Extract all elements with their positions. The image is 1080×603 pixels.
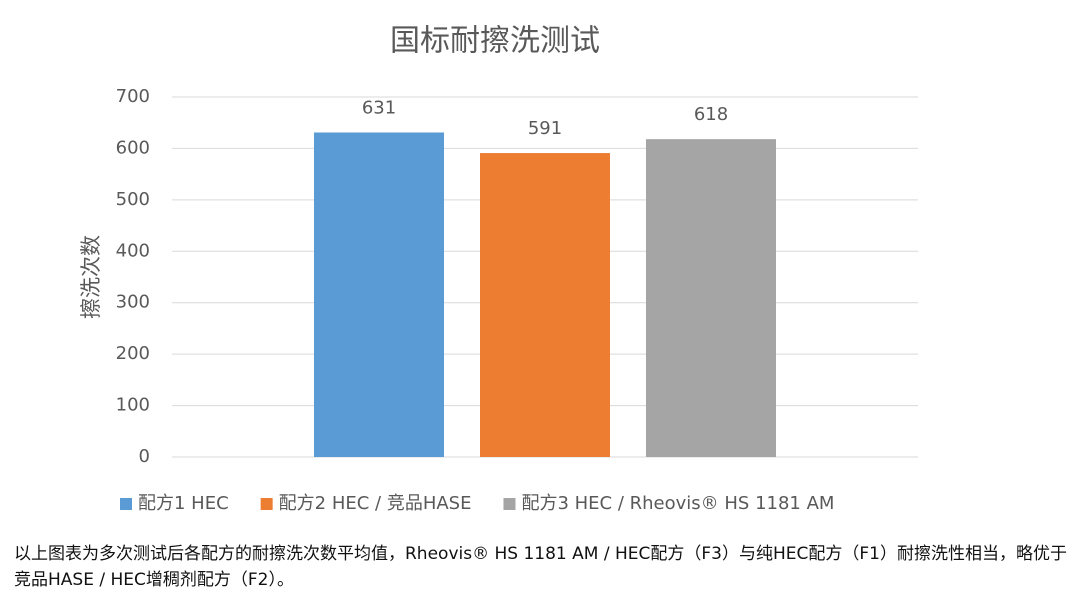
legend-swatch	[260, 498, 273, 510]
data-label: 631	[362, 97, 396, 118]
y-tick-label: 0	[139, 446, 150, 467]
data-label: 618	[694, 104, 728, 125]
y-tick-label: 400	[116, 240, 150, 261]
legend-label: 配方3 HEC / Rheovis® HS 1181 AM	[521, 493, 834, 514]
data-label: 591	[528, 118, 562, 139]
y-tick-label: 300	[116, 292, 150, 313]
y-tick-label: 600	[116, 137, 150, 158]
legend-label: 配方2 HEC / 竞品HASE	[279, 493, 472, 514]
y-axis-label: 擦洗次数	[79, 235, 103, 319]
bar	[314, 132, 444, 457]
chart-title: 国标耐擦洗测试	[390, 24, 600, 59]
bar	[480, 153, 610, 458]
legend-label: 配方1 HEC	[138, 493, 229, 514]
y-tick-label: 200	[116, 343, 150, 364]
y-tick-label: 700	[116, 86, 150, 107]
bar	[646, 139, 776, 457]
legend-swatch	[120, 498, 132, 510]
y-tick-label: 100	[116, 395, 150, 416]
caption: 以上图表为多次测试后各配方的耐擦洗次数平均值，Rheovis® HS 1181 …	[14, 544, 1067, 590]
y-tick-label: 500	[116, 189, 150, 210]
chart: 国标耐擦洗测试 擦洗次数 0 100 200 300 400 500 600 700 631 59…	[79, 24, 918, 514]
legend-swatch	[503, 498, 516, 510]
